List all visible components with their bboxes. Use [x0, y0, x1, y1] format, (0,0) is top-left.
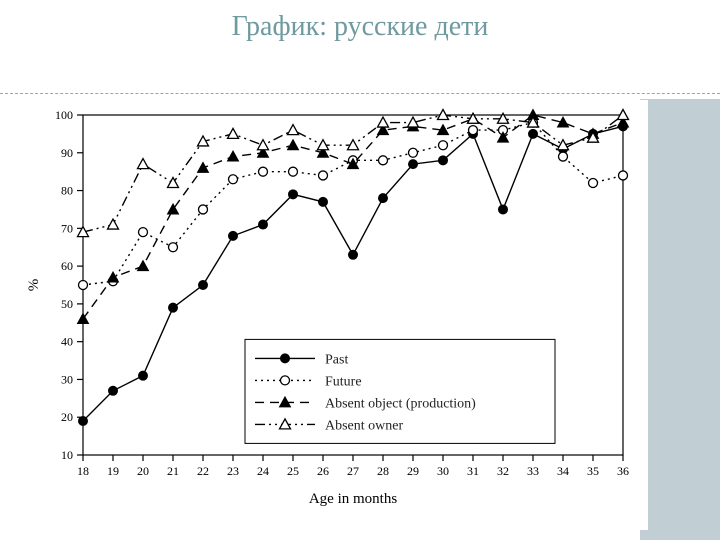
title-underline: [0, 93, 720, 94]
x-axis-label: Age in months: [309, 491, 397, 507]
y-tick-label: 80: [61, 184, 73, 198]
y-tick-label: 30: [61, 372, 73, 386]
x-tick-label: 35: [587, 464, 599, 478]
x-tick-label: 31: [467, 464, 479, 478]
chart-svg: 10 20 30 40 50 60 70 80 90 100 18 19 20 21 22 23 24 25 26 2…: [8, 100, 648, 530]
y-tick-label: 100: [55, 108, 73, 122]
x-tick-label: 27: [347, 464, 359, 478]
x-tick-label: 33: [527, 464, 539, 478]
legend: Past Future Absent object (production) Abse…: [245, 339, 555, 443]
slide: График: русские дети 1020304050607080901…: [0, 0, 720, 540]
series-line: [83, 115, 623, 232]
x-tick-label: 36: [617, 464, 629, 478]
chart: 10 20 30 40 50 60 70 80 90 100 18 19 20 21 22 23 24 25 26 2…: [8, 100, 648, 530]
legend-label: Past: [325, 352, 348, 367]
x-tick-label: 21: [167, 464, 179, 478]
x-tick-label: 29: [407, 464, 419, 478]
legend-label: Absent owner: [325, 418, 403, 433]
legend-label: Absent object (production): [325, 396, 476, 411]
y-tick-label: 70: [61, 221, 73, 235]
x-tick-label: 25: [287, 464, 299, 478]
x-tick-label: 18: [77, 464, 89, 478]
x-tick-label: 24: [257, 464, 269, 478]
x-tick-label: 22: [197, 464, 209, 478]
x-tick-label: 30: [437, 464, 449, 478]
y-tick-label: 20: [61, 410, 73, 424]
series: [78, 110, 629, 237]
y-tick-label: 50: [61, 297, 73, 311]
y-tick-label: 10: [61, 448, 73, 462]
x-tick-label: 19: [107, 464, 119, 478]
x-tick-label: 28: [377, 464, 389, 478]
title-zone: График: русские дети: [50, 10, 670, 44]
x-tick-label: 23: [227, 464, 239, 478]
right-accent-band: [640, 99, 720, 540]
legend-label: Future: [325, 374, 362, 389]
slide-title: График: русские дети: [50, 10, 670, 44]
x-tick-label: 34: [557, 464, 569, 478]
x-tick-label: 20: [137, 464, 149, 478]
x-tick-label: 26: [317, 464, 329, 478]
y-tick-label: 40: [61, 335, 73, 349]
y-axis-label: %: [26, 279, 42, 292]
y-tick-label: 90: [61, 146, 73, 160]
y-tick-label: 60: [61, 259, 73, 273]
x-tick-label: 32: [497, 464, 509, 478]
